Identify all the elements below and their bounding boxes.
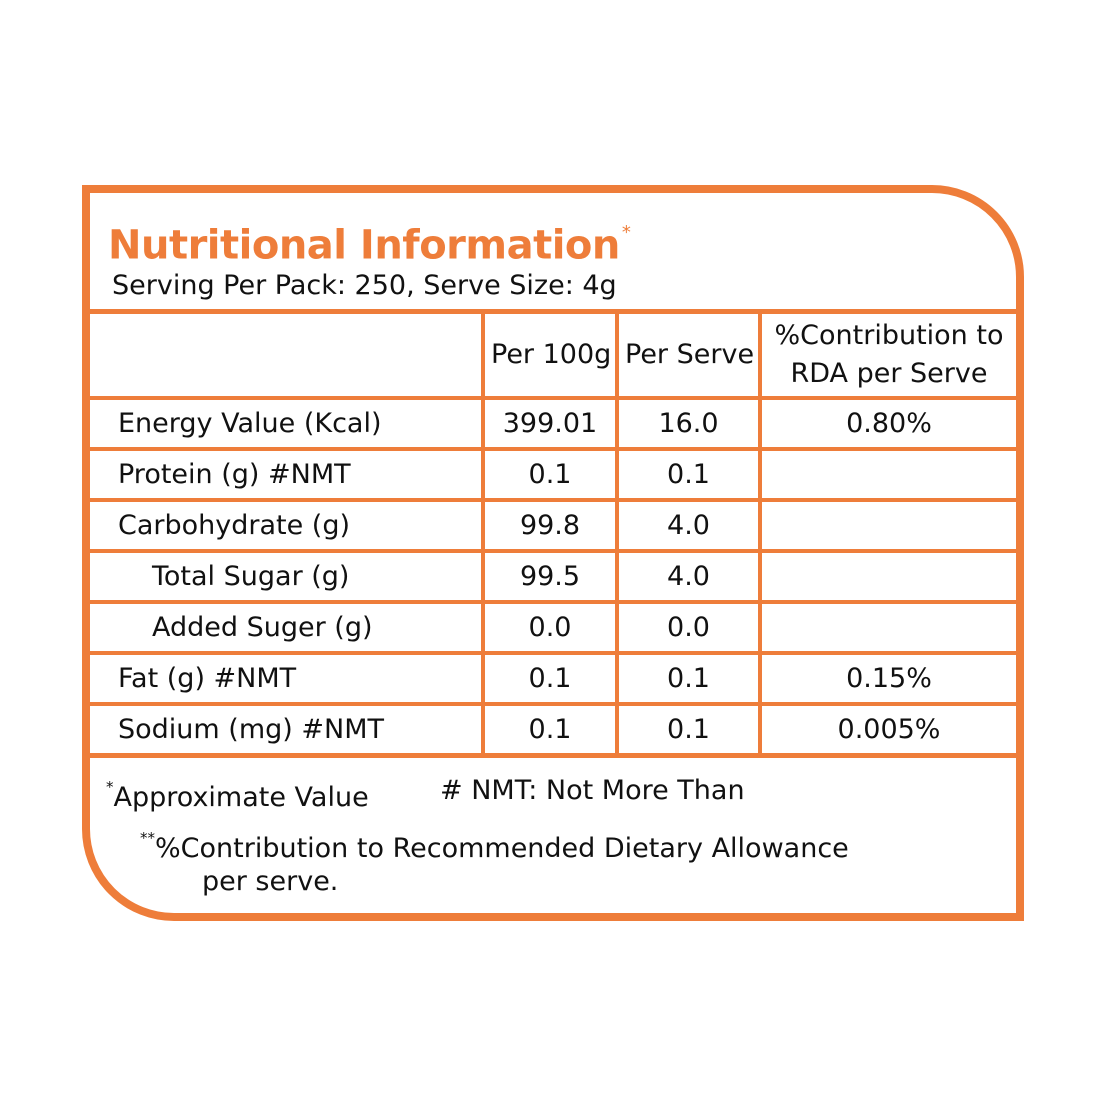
header-nutrient	[90, 309, 485, 400]
table-row: Total Sugar (g) 99.5 4.0	[90, 548, 1016, 604]
value-per-serve: 0.1	[615, 650, 762, 706]
footnote-approx-text: Approximate Value	[113, 782, 369, 813]
value-per-serve: 0.1	[615, 446, 762, 502]
value-per-100g: 99.5	[481, 548, 619, 604]
value-rda: 0.005%	[758, 701, 1016, 758]
label-title-text: Nutritional Information	[108, 222, 620, 269]
nutrient-name: Fat (g) #NMT	[90, 650, 485, 706]
header-per-serve: Per Serve	[615, 309, 762, 400]
value-per-100g: 99.8	[481, 497, 619, 553]
title-asterisk: *	[621, 222, 631, 243]
value-rda	[758, 446, 1016, 502]
table-row: Protein (g) #NMT 0.1 0.1	[90, 446, 1016, 502]
value-rda: 0.80%	[758, 396, 1016, 451]
value-per-100g: 0.0	[481, 599, 619, 655]
value-per-100g: 0.1	[481, 701, 619, 758]
value-rda	[758, 599, 1016, 655]
value-rda: 0.15%	[758, 650, 1016, 706]
footnote-approx: *Approximate Value	[106, 774, 369, 815]
value-per-serve: 4.0	[615, 497, 762, 553]
nutrient-name: Total Sugar (g)	[90, 548, 485, 604]
nutrition-table: Per 100g Per Serve %Contribution to RDA …	[90, 309, 1016, 758]
nutrient-name: Energy Value (Kcal)	[90, 396, 485, 451]
table-header-row: Per 100g Per Serve %Contribution to RDA …	[90, 309, 1016, 400]
nutrient-name: Carbohydrate (g)	[90, 497, 485, 553]
value-per-serve: 0.0	[615, 599, 762, 655]
footnote-nmt: # NMT: Not More Than	[440, 775, 745, 806]
value-rda	[758, 497, 1016, 553]
table-row: Fat (g) #NMT 0.1 0.1 0.15%	[90, 650, 1016, 706]
footnote-rda-text: %Contribution to Recommended Dietary All…	[155, 833, 849, 864]
value-per-100g: 0.1	[481, 650, 619, 706]
table-row: Sodium (mg) #NMT 0.1 0.1 0.005%	[90, 701, 1016, 758]
serving-info: Serving Per Pack: 250, Serve Size: 4g	[112, 270, 617, 301]
table-row: Added Suger (g) 0.0 0.0	[90, 599, 1016, 655]
table-row: Energy Value (Kcal) 399.01 16.0 0.80%	[90, 396, 1016, 451]
footnote-rda: **%Contribution to Recommended Dietary A…	[140, 825, 849, 866]
value-per-serve: 4.0	[615, 548, 762, 604]
label-title: Nutritional Information *	[108, 215, 631, 269]
nutrient-name: Protein (g) #NMT	[90, 446, 485, 502]
nutrition-label: Nutritional Information * Serving Per Pac…	[82, 185, 1024, 921]
footnote-rda-continued: per serve.	[202, 866, 339, 897]
header-per-100g: Per 100g	[481, 309, 619, 400]
header-rda: %Contribution to RDA per Serve	[758, 309, 1016, 400]
nutrient-name: Added Suger (g)	[90, 599, 485, 655]
value-per-100g: 0.1	[481, 446, 619, 502]
value-per-serve: 16.0	[615, 396, 762, 451]
value-rda	[758, 548, 1016, 604]
table-row: Carbohydrate (g) 99.8 4.0	[90, 497, 1016, 553]
value-per-serve: 0.1	[615, 701, 762, 758]
nutrient-name: Sodium (mg) #NMT	[90, 701, 485, 758]
footnote-rda-mark: **	[140, 829, 155, 847]
value-per-100g: 399.01	[481, 396, 619, 451]
footnote-approx-mark: *	[106, 778, 114, 796]
